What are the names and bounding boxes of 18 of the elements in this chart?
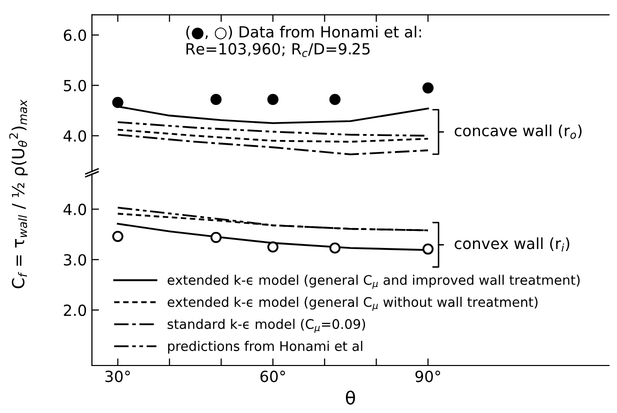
x-tick-label: 30° — [105, 370, 130, 382]
annotation: concave wall (r$_{o}$) — [454, 124, 582, 139]
x-tick-label: 90° — [415, 370, 440, 382]
x-tick-label: 60° — [260, 370, 285, 382]
x-axis-title: θ — [346, 390, 355, 405]
y-tick-label: 4.0 — [64, 204, 86, 216]
legend-label: extended k-ϵ model (general C$_{μ}$ and improved wall treatment) — [168, 274, 580, 289]
legend-label: extended k-ϵ model (general C$_{μ}$ without wall treatment) — [168, 296, 538, 311]
annotation: convex wall (r$_{i}$) — [454, 237, 570, 252]
text: C$_{f}$ = τ$_{wall}$ / ½ ρ(U$_{θ}$$^{2}$)$_{max}$ — [9, 100, 28, 288]
y-tick-label: 2.0 — [64, 304, 86, 316]
legend-label: predictions from Honami et al — [168, 340, 362, 354]
y-tick-label: 4.0 — [64, 130, 86, 142]
y-tick-label: 5.0 — [64, 80, 86, 92]
y-tick-label: 6.0 — [64, 29, 86, 42]
y-tick-label: 3.0 — [64, 254, 86, 266]
annotation: (●, ○) Data from Honami et al: Re=103,960; R$_{c}$/D=9.25 — [186, 26, 421, 58]
legend-label: standard k-ϵ model (C$_{μ}$=0.09) — [168, 318, 366, 333]
